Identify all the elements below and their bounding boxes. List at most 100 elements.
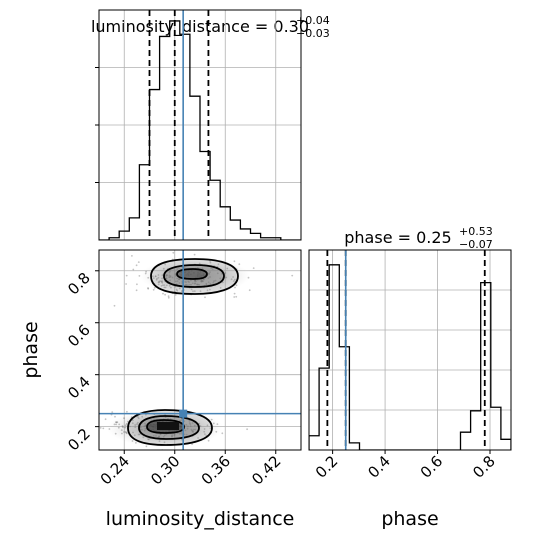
sample-point <box>176 268 179 270</box>
sample-point <box>203 428 206 430</box>
y-tick-label-phase-0.8: 0.8 <box>64 269 94 299</box>
sample-point <box>233 260 236 263</box>
sample-point <box>189 425 192 428</box>
sample-point <box>194 280 196 282</box>
sample-point <box>209 282 212 285</box>
sample-point <box>157 281 160 284</box>
title-luminosity-distance: luminosity_distance = 0.30 <box>91 17 309 37</box>
sample-point <box>208 272 210 275</box>
sample-point <box>162 284 164 287</box>
sample-point <box>164 286 167 289</box>
sample-point <box>118 423 121 426</box>
sample-point <box>161 274 164 277</box>
sample-point <box>199 425 202 427</box>
sample-point <box>136 421 139 424</box>
sample-point <box>155 435 157 437</box>
sample-point <box>171 435 173 438</box>
sample-point <box>175 288 178 291</box>
sample-point <box>219 277 222 280</box>
sample-point <box>181 290 183 293</box>
sample-point <box>193 290 196 293</box>
x-tick-label-phase-0.8: 0.8 <box>469 452 499 482</box>
sample-point <box>125 431 128 434</box>
sample-point <box>125 423 128 425</box>
sample-point <box>161 280 164 282</box>
sample-point <box>157 276 160 279</box>
x-ticks-luminosity-distance: 0.24 0.30 0.36 0.42 <box>97 450 285 488</box>
marginal-panel-luminosity-distance: luminosity_distance = 0.30 +0.04 −0.03 <box>91 9 330 241</box>
sample-point <box>163 441 166 444</box>
sample-point <box>141 415 144 418</box>
sample-point <box>144 422 146 425</box>
x-tick-label-luminosity-distance-0.30: 0.30 <box>147 452 183 488</box>
title-luminosity-distance-plus: +0.04 <box>296 14 330 27</box>
sample-point <box>195 280 197 283</box>
sample-point <box>185 433 188 436</box>
sample-point <box>291 274 294 277</box>
sample-point <box>234 278 236 281</box>
sample-point <box>133 434 136 437</box>
histogram-phase <box>309 264 511 450</box>
sample-point <box>192 290 194 293</box>
sample-point <box>132 431 134 434</box>
sample-point <box>188 420 191 422</box>
sample-point <box>174 293 177 296</box>
sample-point <box>135 442 137 444</box>
y-ticks-luminosity-distance <box>95 67 99 183</box>
truth-marker <box>179 409 188 418</box>
sample-point <box>154 275 157 278</box>
sample-point <box>117 426 120 429</box>
sample-point <box>137 433 140 436</box>
sample-point <box>178 266 180 269</box>
sample-point <box>190 428 193 431</box>
sample-point <box>144 424 147 427</box>
sample-point <box>115 423 117 426</box>
sample-point <box>99 427 102 429</box>
sample-point <box>155 455 157 457</box>
x-tick-label-phase-0.2: 0.2 <box>312 452 342 482</box>
quantile-lines-phase <box>326 250 486 450</box>
sample-point <box>162 267 165 270</box>
sample-point <box>114 415 116 418</box>
title-phase-plus: +0.53 <box>459 225 493 238</box>
sample-point <box>173 434 176 437</box>
sample-point <box>234 286 236 289</box>
sample-point <box>174 275 177 277</box>
sample-point <box>178 432 181 435</box>
sample-point <box>147 438 150 440</box>
sample-point <box>203 430 206 433</box>
sample-point <box>225 276 228 279</box>
sample-point <box>124 426 127 429</box>
sample-point <box>221 432 224 435</box>
sample-point <box>165 277 168 280</box>
sample-point <box>190 279 192 282</box>
x-tick-label-luminosity-distance-0.36: 0.36 <box>198 452 234 488</box>
sample-point <box>201 280 204 283</box>
sample-point <box>221 281 224 284</box>
sample-point <box>252 267 255 269</box>
sample-point <box>143 425 146 428</box>
sample-point <box>207 277 210 279</box>
sample-point <box>137 416 139 418</box>
sample-point <box>157 283 160 286</box>
sample-point <box>158 280 161 283</box>
sample-point <box>159 280 162 282</box>
sample-point <box>221 272 223 275</box>
sample-point <box>126 410 128 413</box>
sample-point <box>165 275 168 277</box>
sample-point <box>121 425 124 427</box>
sample-point <box>184 283 187 286</box>
sample-point <box>196 283 199 286</box>
sample-point <box>131 419 134 422</box>
sample-point <box>178 278 181 281</box>
sample-point <box>207 281 210 284</box>
sample-point <box>200 280 203 283</box>
sample-point <box>144 272 147 275</box>
sample-point <box>120 429 123 431</box>
sample-point <box>230 278 233 281</box>
grid-phase <box>309 250 511 450</box>
sample-point <box>180 438 183 441</box>
sample-point <box>184 429 187 432</box>
contour-upper-inner <box>176 268 208 280</box>
